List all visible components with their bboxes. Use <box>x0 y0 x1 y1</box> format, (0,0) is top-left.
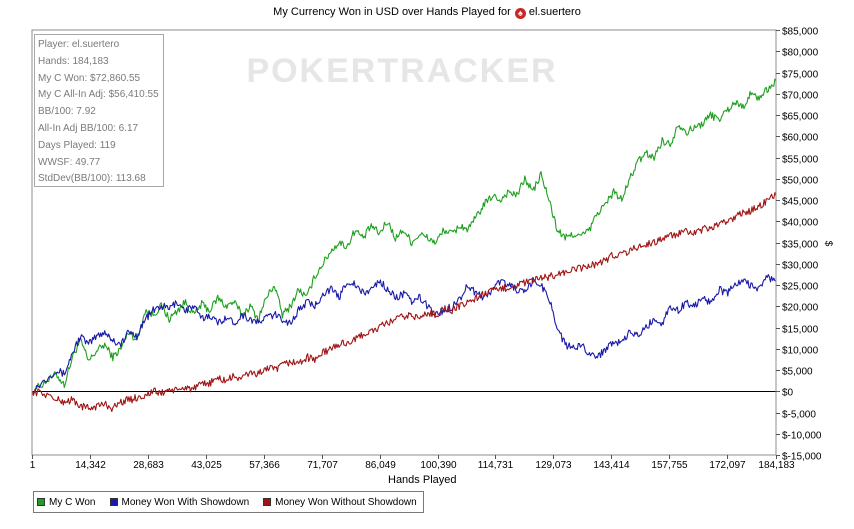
x-axis-label: Hands Played <box>388 474 457 486</box>
stat-bb100: BB/100: 7.92 <box>38 106 96 118</box>
y-tick-label: $0 <box>782 388 794 399</box>
x-tick-label: 71,707 <box>307 460 338 471</box>
stat-hands: Hands: 184,183 <box>38 55 109 67</box>
y-tick-label: $-10,000 <box>782 431 822 442</box>
x-tick-label: 172,097 <box>709 460 746 471</box>
stat-wwsf: WWSF: 49.77 <box>38 156 101 168</box>
x-tick-label: 1 <box>30 460 36 471</box>
legend-swatch-showdown <box>109 498 118 506</box>
series-line <box>31 274 777 395</box>
y-tick-label: $50,000 <box>782 176 819 187</box>
y-tick-label: $75,000 <box>782 70 819 81</box>
y-tick-label: $30,000 <box>782 261 819 272</box>
chart-series <box>31 78 777 413</box>
legend-label-c-won: My C Won <box>49 496 96 508</box>
stat-days-played: Days Played: 119 <box>38 139 116 151</box>
legend-label-non-showdown: Money Won Without Showdown <box>275 496 417 508</box>
y-tick-label: $45,000 <box>782 197 819 208</box>
legend-swatch-non-showdown <box>263 498 272 506</box>
y-axis-label: $ <box>822 240 834 247</box>
y-tick-label: $40,000 <box>782 218 819 229</box>
stat-stddev: StdDev(BB/100): 113.68 <box>38 173 146 185</box>
plot-frame <box>31 29 777 456</box>
spade-icon: ♠ <box>514 8 526 19</box>
x-tick-label: 157,755 <box>651 460 688 471</box>
legend: My C Won Money Won With Showdown Money W… <box>33 491 424 513</box>
y-tick-label: $5,000 <box>782 367 813 378</box>
y-tick-label: $55,000 <box>782 155 819 166</box>
x-tick-label: 86,049 <box>365 460 396 471</box>
y-tick-label: $10,000 <box>782 346 819 357</box>
x-tick-label: 100,390 <box>420 460 457 471</box>
stat-allin-bb100: All-In Adj BB/100: 6.17 <box>38 122 139 134</box>
y-tick-label: $60,000 <box>782 133 819 144</box>
chart-title-player: el.suertero <box>528 6 581 18</box>
x-tick-label: 184,183 <box>758 460 795 471</box>
watermark-text: POKERTRACKER <box>246 52 557 90</box>
y-tick-label: $20,000 <box>782 303 819 314</box>
legend-label-showdown: Money Won With Showdown <box>121 496 250 508</box>
legend-item-showdown[interactable]: Money Won With Showdown <box>109 496 250 508</box>
y-tick-label: $25,000 <box>782 282 819 293</box>
y-tick-label: $35,000 <box>782 240 819 251</box>
series-line <box>31 192 777 413</box>
chart-title-text: My Currency Won in USD over Hands Played… <box>273 6 511 18</box>
y-tick-label: $80,000 <box>782 48 819 59</box>
y-tick-label: $15,000 <box>782 325 819 336</box>
stat-allin-adj: My C All-In Adj: $56,410.55 <box>38 89 159 101</box>
x-tick-label: 129,073 <box>535 460 572 471</box>
legend-item-non-showdown[interactable]: Money Won Without Showdown <box>263 497 417 508</box>
x-tick-label: 57,366 <box>249 460 280 471</box>
stat-c-won: My C Won: $72,860.55 <box>38 72 141 84</box>
legend-item-c-won[interactable]: My C Won <box>37 497 96 508</box>
y-tick-label: $85,000 <box>782 27 819 38</box>
x-tick-label: 143,414 <box>593 460 630 471</box>
x-tick-label: 43,025 <box>191 460 222 471</box>
x-tick-label: 28,683 <box>133 460 164 471</box>
y-tick-label: $-15,000 <box>782 452 822 463</box>
legend-swatch-c-won <box>37 498 45 506</box>
stats-box: Player: el.suertero Hands: 184,183 My C … <box>34 34 164 187</box>
y-tick-label: $70,000 <box>782 91 819 102</box>
stat-player: Player: el.suertero <box>38 39 120 50</box>
x-tick-label: 114,731 <box>478 460 514 471</box>
chart-axes: $-15,000 $-10,000 $-5,000 $0 $5,000 $10,000 $1… <box>30 27 822 472</box>
chart-title: My Currency Won in USD over Hands Played… <box>0 6 854 19</box>
y-tick-label: $65,000 <box>782 112 819 123</box>
y-tick-label: $-5,000 <box>782 410 816 421</box>
x-tick-label: 14,342 <box>75 460 106 471</box>
